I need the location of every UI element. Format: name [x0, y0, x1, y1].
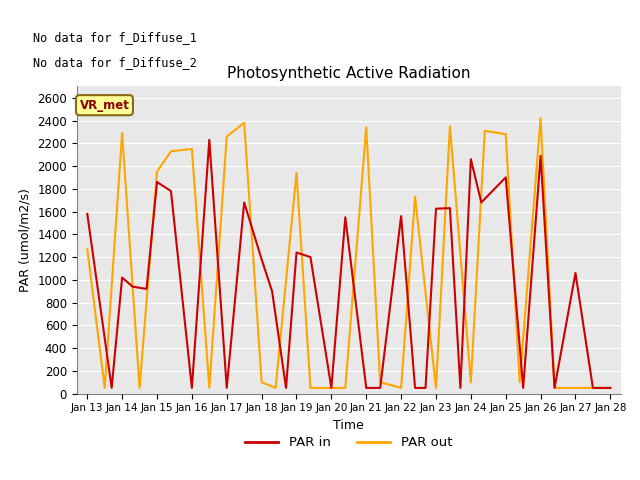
X-axis label: Time: Time: [333, 419, 364, 432]
Legend: PAR in, PAR out: PAR in, PAR out: [240, 431, 458, 455]
Title: Photosynthetic Active Radiation: Photosynthetic Active Radiation: [227, 66, 470, 81]
Y-axis label: PAR (umol/m2/s): PAR (umol/m2/s): [19, 188, 32, 292]
Text: No data for f_Diffuse_2: No data for f_Diffuse_2: [33, 56, 197, 69]
Text: VR_met: VR_met: [79, 99, 129, 112]
Text: No data for f_Diffuse_1: No data for f_Diffuse_1: [33, 31, 197, 44]
